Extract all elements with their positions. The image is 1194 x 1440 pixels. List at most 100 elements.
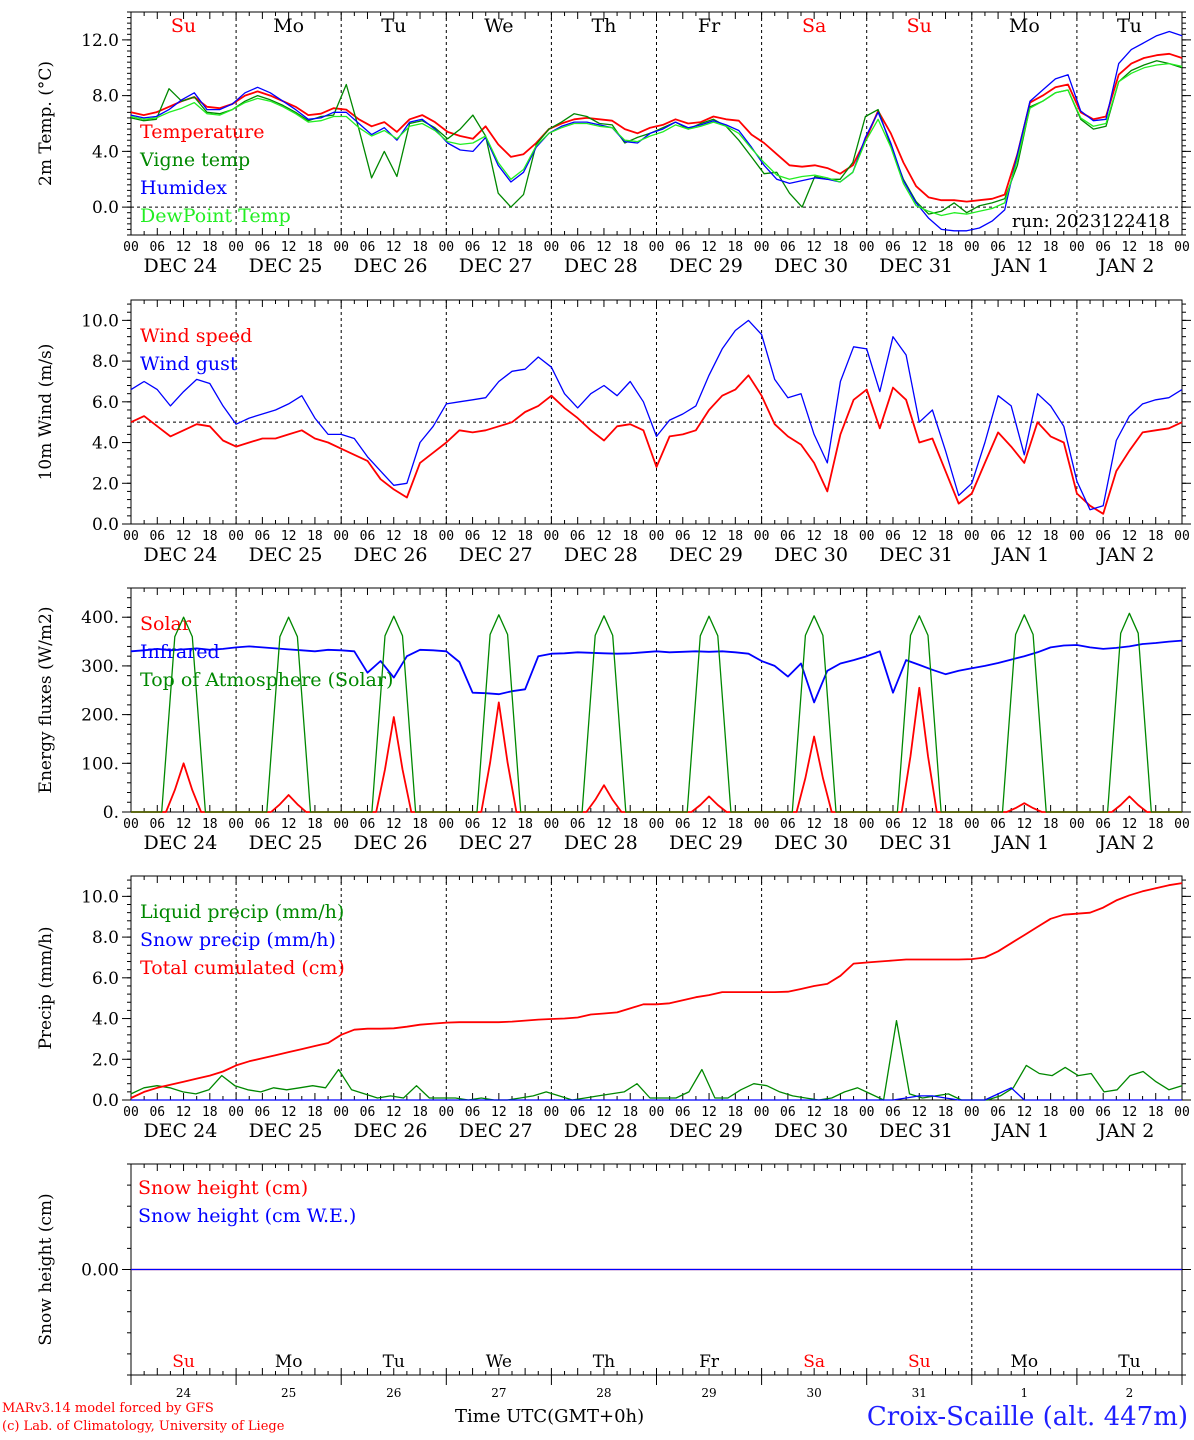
- day-name: Su: [171, 15, 196, 37]
- hour-label: 06: [465, 1105, 481, 1120]
- hour-label: 06: [465, 240, 481, 255]
- legend-entry: Total cumulated (cm): [140, 957, 345, 979]
- hour-label: 18: [202, 1105, 218, 1120]
- hour-label: 00: [544, 817, 560, 832]
- hour-label: 06: [570, 1105, 586, 1120]
- series-line: [130, 30, 1183, 232]
- legend-entry: Vigne temp: [139, 149, 250, 171]
- y-tick-label: 8.0: [92, 87, 119, 107]
- hour-label: 12: [701, 1105, 717, 1120]
- hour-label: 00: [544, 1105, 560, 1120]
- hour-label: 06: [780, 240, 796, 255]
- y-tick-label: 0.0: [92, 198, 119, 218]
- hour-label: 06: [990, 817, 1006, 832]
- hour-label: 12: [911, 817, 927, 832]
- hour-label: 12: [911, 1105, 927, 1120]
- date-label: DEC 28: [564, 1120, 638, 1142]
- series-line: [130, 319, 1183, 511]
- hour-label: 12: [491, 240, 507, 255]
- hour-label: 12: [701, 529, 717, 544]
- hour-label: 00: [123, 1105, 139, 1120]
- date-label: DEC 26: [354, 544, 428, 566]
- model-credit: MARv3.14 model forced by GFS: [2, 1401, 214, 1416]
- time-axis-label: Time UTC(GMT+0h): [455, 1406, 644, 1427]
- date-label: DEC 27: [459, 1120, 533, 1142]
- hour-label: 12: [1122, 240, 1138, 255]
- day-name: Sa: [802, 15, 826, 37]
- hour-label: 00: [1174, 240, 1190, 255]
- hour-label: 06: [360, 817, 376, 832]
- hour-label: 12: [491, 529, 507, 544]
- hour-label: 12: [806, 817, 822, 832]
- hour-label: 12: [281, 1105, 297, 1120]
- panel-frame: [130, 587, 1183, 813]
- y-tick-label: 12.0: [81, 31, 119, 51]
- date-label: DEC 28: [564, 255, 638, 277]
- hour-label: 00: [333, 817, 349, 832]
- y-tick-label: 2.0: [92, 1050, 119, 1070]
- hour-label: 00: [228, 240, 244, 255]
- hour-label: 06: [255, 1105, 271, 1120]
- y-tick-label: 0.: [103, 803, 119, 823]
- panel-frame: [130, 299, 1183, 525]
- hour-label: 06: [1095, 240, 1111, 255]
- hour-label: 18: [938, 1105, 954, 1120]
- date-label: DEC 24: [143, 1120, 217, 1142]
- hour-label: 06: [990, 240, 1006, 255]
- hour-label: 00: [1069, 240, 1085, 255]
- hour-label: 12: [176, 1105, 192, 1120]
- date-label: DEC 29: [669, 1120, 743, 1142]
- series-line: [130, 639, 1183, 704]
- hour-label: 12: [806, 240, 822, 255]
- hour-label: 00: [1174, 817, 1190, 832]
- date-label: DEC 28: [564, 544, 638, 566]
- y-axis-label: 2m Temp. (°C): [36, 61, 56, 186]
- hour-label: 06: [990, 1105, 1006, 1120]
- hour-label: 06: [885, 529, 901, 544]
- series-line: [130, 882, 1183, 1099]
- date-label: DEC 27: [459, 544, 533, 566]
- hour-label: 18: [833, 1105, 849, 1120]
- hour-label: 00: [964, 529, 980, 544]
- hour-label: 18: [622, 240, 638, 255]
- hour-label: 18: [517, 1105, 533, 1120]
- date-label: DEC 24: [143, 832, 217, 854]
- hour-label: 18: [1148, 1105, 1164, 1120]
- y-tick-label: 0.0: [92, 1091, 119, 1111]
- day-number: 2: [1126, 1386, 1134, 1400]
- date-label: DEC 29: [669, 255, 743, 277]
- hour-label: 12: [491, 817, 507, 832]
- y-tick-label: 10.0: [81, 311, 119, 331]
- day-name: Su: [907, 15, 932, 37]
- hour-label: 00: [964, 1105, 980, 1120]
- hour-label: 12: [176, 529, 192, 544]
- day-name: Sa: [803, 1352, 825, 1372]
- series-line: [130, 52, 1183, 203]
- hour-label: 18: [1148, 817, 1164, 832]
- hour-label: 00: [1174, 529, 1190, 544]
- hour-label: 00: [333, 529, 349, 544]
- hour-label: 00: [438, 529, 454, 544]
- hour-label: 06: [675, 817, 691, 832]
- hour-label: 00: [228, 817, 244, 832]
- hour-label: 18: [833, 817, 849, 832]
- day-name: Tu: [383, 1352, 405, 1372]
- series-line: [131, 612, 1182, 813]
- hour-label: 06: [149, 817, 165, 832]
- hour-label: 00: [438, 1105, 454, 1120]
- hour-label: 12: [1122, 529, 1138, 544]
- y-tick-label: 100.: [81, 754, 119, 774]
- hour-label: 18: [1043, 529, 1059, 544]
- date-label: JAN 1: [991, 832, 1049, 854]
- date-label: JAN 1: [991, 544, 1049, 566]
- day-name: Tu: [1118, 1352, 1140, 1372]
- hour-label: 06: [1095, 529, 1111, 544]
- hour-label: 06: [675, 529, 691, 544]
- series-line: [130, 1019, 1183, 1101]
- hour-label: 00: [859, 240, 875, 255]
- date-label: DEC 30: [774, 255, 848, 277]
- day-number: 29: [701, 1386, 716, 1400]
- hour-label: 12: [701, 817, 717, 832]
- hour-label: 06: [360, 529, 376, 544]
- day-number: 27: [491, 1386, 506, 1400]
